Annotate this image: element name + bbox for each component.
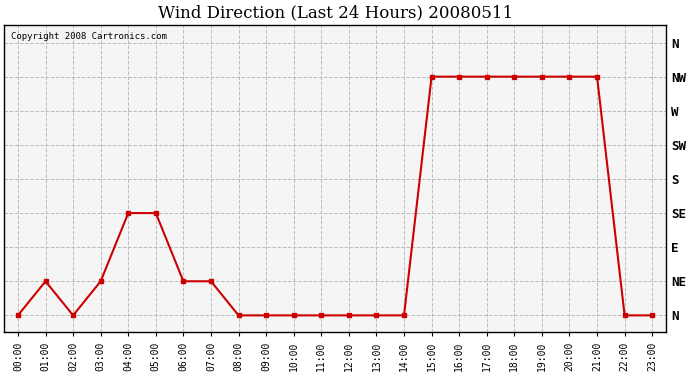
Text: Copyright 2008 Cartronics.com: Copyright 2008 Cartronics.com	[11, 32, 167, 40]
Title: Wind Direction (Last 24 Hours) 20080511: Wind Direction (Last 24 Hours) 20080511	[157, 4, 513, 21]
